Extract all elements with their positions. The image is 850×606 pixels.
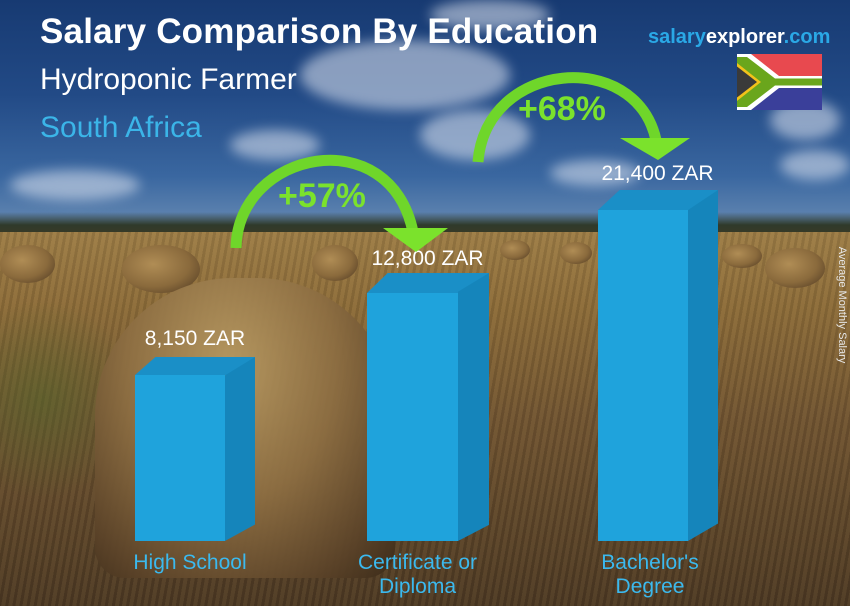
increase-label-2: +68% — [518, 90, 606, 128]
brand-part-explorer: explorer — [705, 26, 784, 48]
category-label-high-school: High School — [133, 551, 247, 574]
arc-arrow-icon — [472, 72, 690, 163]
brand-link[interactable]: salaryexplorer.com — [648, 26, 830, 49]
bar-side-face — [458, 273, 489, 541]
value-label-bachelors-degree: 21,400 ZAR — [601, 162, 714, 185]
arc-arrow-icon — [230, 154, 448, 252]
cloud — [300, 40, 510, 110]
value-label-high-school: 8,150 ZAR — [144, 327, 246, 350]
cloud — [10, 170, 140, 200]
country-name: South Africa — [40, 111, 202, 144]
south-africa-flag-icon — [737, 54, 822, 110]
cloud — [230, 130, 320, 160]
hay-bale — [0, 245, 55, 283]
value-label-certificate-diploma: 12,800 ZAR — [371, 247, 484, 270]
cloud — [430, 0, 550, 30]
brand-part-com: .com — [783, 26, 831, 48]
job-title: Hydroponic Farmer — [40, 63, 297, 96]
hay-bale — [765, 248, 825, 288]
bar-side-face — [688, 190, 718, 541]
chart-title: Salary Comparison By Education — [40, 12, 599, 51]
hay-bale — [312, 245, 358, 281]
hay-bale — [722, 244, 762, 268]
category-label-certificate-diploma: Certificate or Diploma — [357, 551, 478, 598]
bar-top-face — [598, 190, 718, 210]
bar-front-face — [135, 375, 225, 541]
bar-side-face — [225, 357, 255, 541]
brand-part-salary: salary — [648, 26, 706, 48]
bar-front-face — [598, 210, 688, 541]
cloud — [780, 150, 850, 180]
bar-top-face — [367, 273, 489, 293]
hay-bale — [500, 240, 530, 260]
bar-front-face — [367, 293, 458, 541]
hay-bale — [560, 242, 592, 264]
bar-top-face — [135, 357, 255, 375]
increase-label-1: +57% — [278, 177, 366, 215]
cloud — [550, 160, 640, 186]
category-label-bachelors-degree: Bachelor's Degree — [601, 551, 699, 598]
